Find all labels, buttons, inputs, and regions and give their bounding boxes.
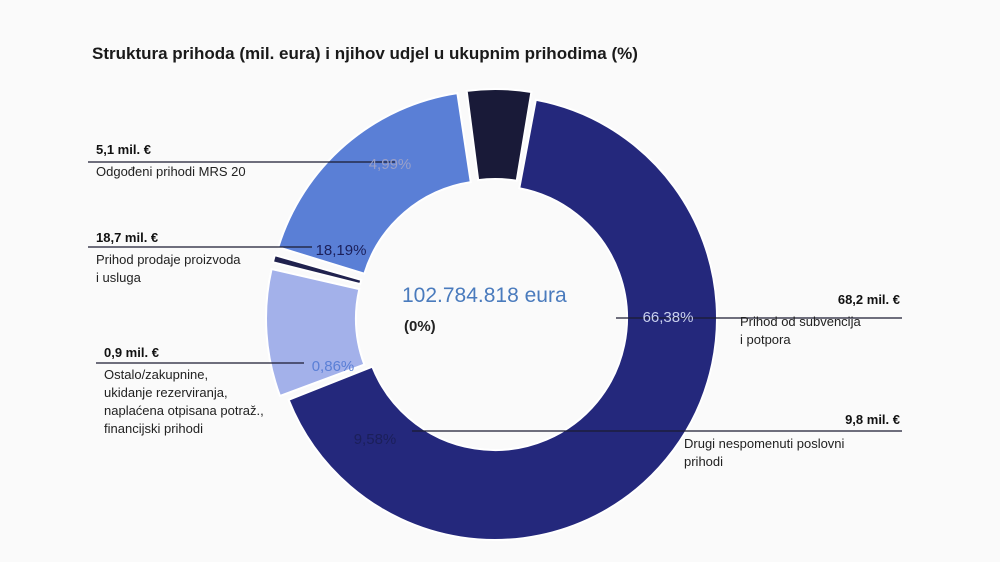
annotation-desc-line: Prihod prodaje proizvoda [96,252,241,267]
annotation-amount: 68,2 mil. € [837,292,900,307]
annotation-subvencije: 68,2 mil. € Prihod od subvencija i potpo… [740,292,900,349]
annotation-desc-line: Odgođeni prihodi MRS 20 [96,164,246,179]
donut-slice [465,88,533,182]
annotation-desc-line: prihodi [684,454,724,469]
donut-slice [271,253,363,286]
annotation-desc-line: i potpora [740,332,791,347]
annotation-desc-line: ukidanje rezerviranja, [104,385,228,400]
annotation-drugi: 9,8 mil. € Drugi nespomenuti poslovni pr… [684,412,900,471]
annotation-desc-line: Drugi nespomenuti poslovni [684,436,845,451]
slice-percent-label: 4,99% [369,156,412,173]
annotation-desc-line: financijski prihodi [104,421,203,436]
center-subtitle: (0%) [404,318,436,335]
slice-percent-label: 66,38% [643,309,694,326]
slice-percent-label: 0,86% [312,358,355,375]
donut-slice [277,92,472,276]
annotation-amount: 5,1 mil. € [96,142,151,157]
donut-slice [287,98,718,541]
annotation-amount: 18,7 mil. € [96,230,159,245]
slice-percent-label: 9,58% [354,431,397,448]
donut-slice [265,267,366,398]
annotation-amount: 0,9 mil. € [104,345,159,360]
slice-percent-label: 18,19% [316,242,367,259]
annotation-odgodeni: 5,1 mil. € Odgođeni prihodi MRS 20 [96,142,246,181]
annotation-prodaja: 18,7 mil. € Prihod prodaje proizvoda i u… [96,230,241,287]
annotation-ostalo: 0,9 mil. € Ostalo/zakupnine, ukidanje re… [104,345,264,438]
center-total: 102.784.818 eura [402,284,567,307]
chart-title: Struktura prihoda (mil. eura) i njihov u… [92,44,638,63]
annotation-desc-line: i usluga [96,270,141,285]
annotation-desc-line: naplaćena otpisana potraž., [104,403,264,418]
annotation-desc-line: Prihod od subvencija [740,314,861,329]
annotation-amount: 9,8 mil. € [845,412,900,427]
annotation-desc-line: Ostalo/zakupnine, [104,367,209,382]
